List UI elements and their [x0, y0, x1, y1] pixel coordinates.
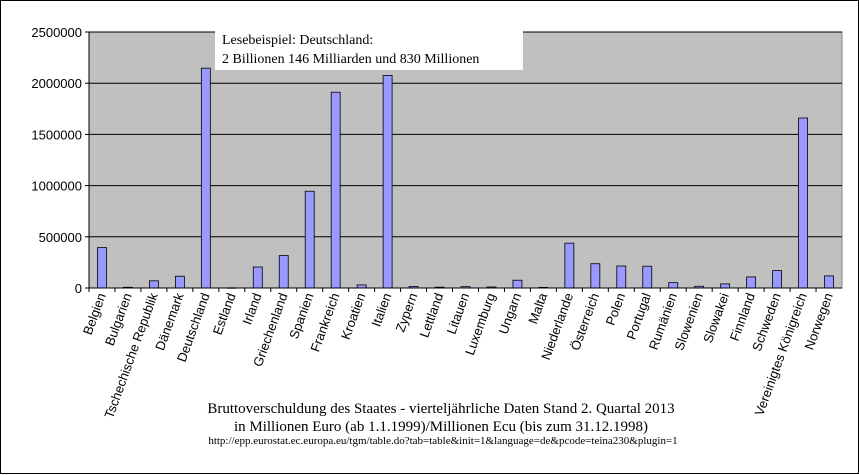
y-tick-labels: 0 500000 1000000 1500000 2000000 2500000 — [31, 25, 89, 296]
bar — [668, 282, 679, 289]
bar — [174, 275, 185, 289]
bar — [824, 275, 834, 289]
bar — [278, 255, 289, 289]
x-tick-label: Litauen — [444, 291, 473, 336]
x-tick-label: Ungarn — [496, 291, 525, 336]
x-tick-label: Polen — [603, 291, 628, 327]
bar — [512, 279, 523, 289]
x-tick-label: Tschechische Republik — [101, 290, 160, 420]
y-tick-label: 500000 — [39, 230, 82, 245]
x-tick-label: Lettland — [416, 291, 446, 340]
bar — [772, 270, 782, 289]
bar — [564, 242, 575, 289]
x-tick-label: Malta — [525, 290, 550, 326]
bar — [590, 263, 601, 289]
bar — [330, 91, 341, 289]
caption-source: http://epp.eurostat.ec.europa.eu/tgm/tab… — [208, 435, 677, 447]
bar — [746, 276, 757, 289]
y-tick-label: 0 — [75, 281, 82, 296]
y-tick-label: 1000000 — [31, 179, 82, 194]
bar — [304, 190, 315, 289]
x-tick-label: Vereinigtes Königreich — [752, 291, 810, 418]
bar — [720, 283, 731, 289]
x-tick-label: Zypern — [392, 291, 420, 334]
annotation-line-2: 2 Billionen 146 Milliarden und 830 Milli… — [222, 52, 479, 67]
x-tick-label: Italien — [368, 291, 394, 329]
x-tick-label: Kroatien — [338, 291, 369, 342]
bar — [642, 265, 653, 289]
bar — [252, 266, 263, 289]
y-tick-label: 1500000 — [31, 127, 82, 142]
bar — [616, 265, 627, 289]
x-tick-label: Estland — [210, 291, 239, 337]
x-tick-label: Irland — [239, 291, 264, 327]
bar — [798, 117, 808, 289]
y-tick-label: 2500000 — [31, 25, 82, 40]
bar — [97, 247, 107, 289]
plot-area — [88, 31, 843, 289]
bar — [382, 75, 393, 289]
caption-line-2: in Millionen Euro (ab 1.1.1999)/Millione… — [234, 419, 648, 435]
bar — [200, 67, 211, 289]
bar — [149, 280, 159, 289]
y-tick-label: 2000000 — [31, 76, 82, 91]
annotation-box — [215, 28, 523, 70]
x-tick-label: Belgien — [80, 291, 109, 337]
caption-line-1: Bruttoverschuldung des Staates - viertel… — [207, 401, 674, 417]
annotation-line-1: Lesebeispiel: Deutschland: — [222, 33, 373, 48]
